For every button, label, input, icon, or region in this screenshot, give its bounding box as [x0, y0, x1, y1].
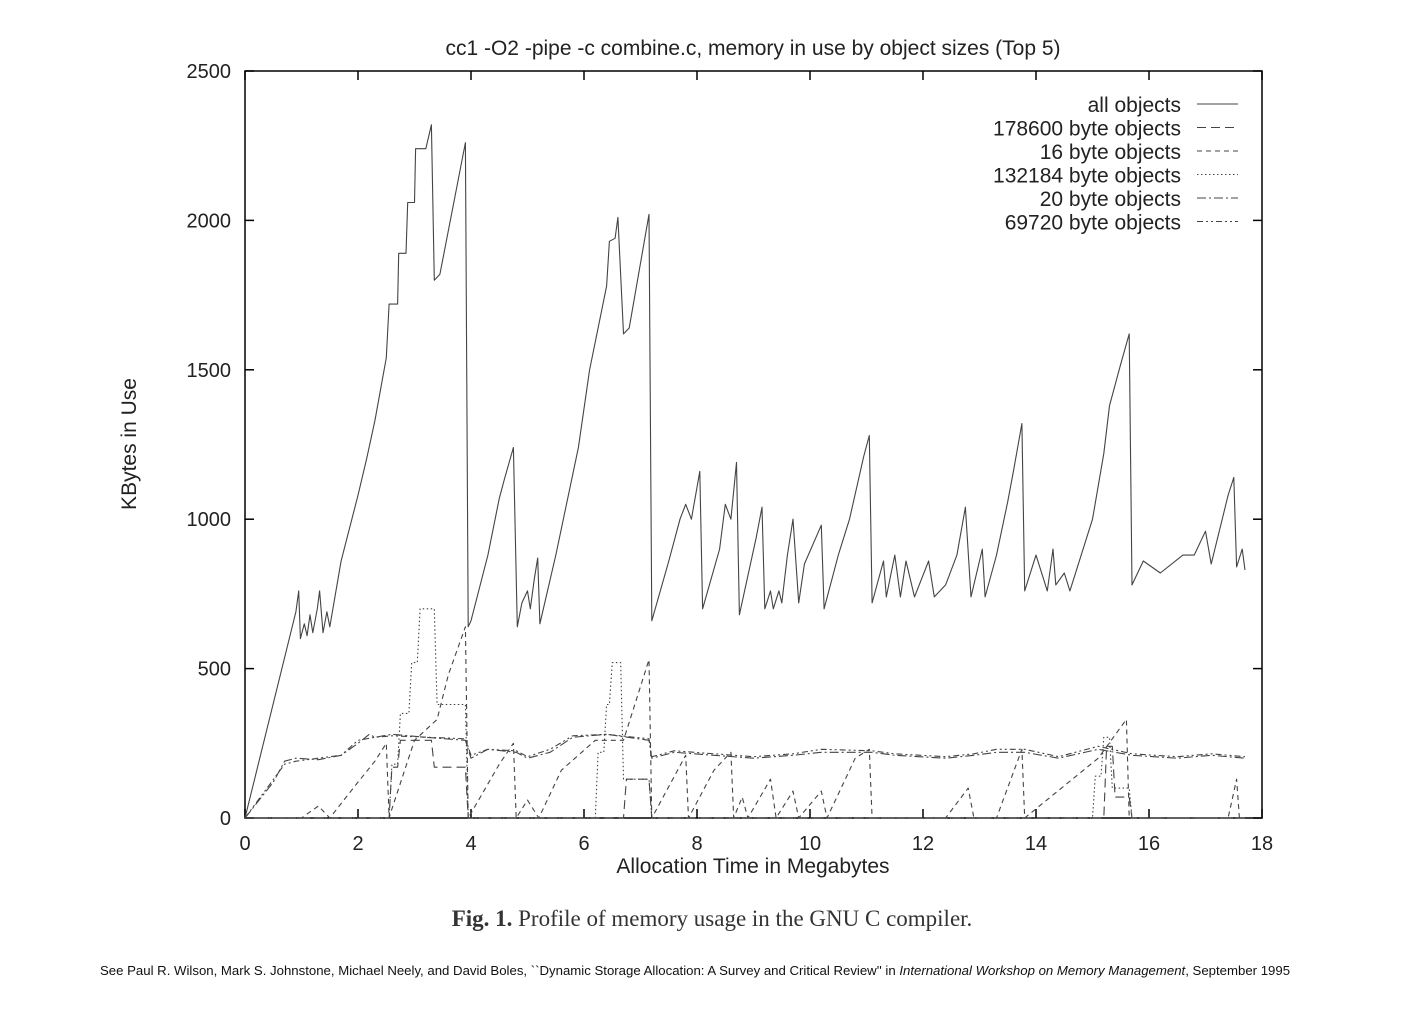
- x-tick-label: 10: [799, 833, 821, 855]
- y-axis-label: KBytes in Use: [118, 378, 141, 510]
- series-line-20-byte-objects: [244, 733, 1246, 819]
- legend-label: all objects: [1088, 94, 1181, 117]
- plot-frame: [244, 70, 1263, 819]
- series-line-16-byte-objects: [245, 626, 1240, 819]
- y-tick-label: 0: [220, 808, 231, 830]
- citation: See Paul R. Wilson, Mark S. Johnstone, M…: [100, 963, 1400, 978]
- figure-caption-text: Profile of memory usage in the GNU C com…: [518, 906, 973, 931]
- x-tick-label: 18: [1251, 833, 1273, 855]
- legend-label: 178600 byte objects: [993, 118, 1181, 141]
- legend-label: 132184 byte objects: [993, 165, 1181, 188]
- x-tick-label: 12: [912, 833, 934, 855]
- memory-usage-chart: cc1 -O2 -pipe -c combine.c, memory in us…: [118, 37, 1274, 878]
- series-line-132184-byte-objects: [245, 608, 1245, 819]
- citation-suffix: , September 1995: [1185, 963, 1291, 978]
- x-tick-label: 14: [1025, 833, 1047, 855]
- x-tick-label: 0: [239, 833, 250, 855]
- figure-label: Fig. 1.: [451, 906, 513, 931]
- y-tick-label: 2500: [187, 61, 232, 83]
- x-axis-label: Allocation Time in Megabytes: [616, 855, 889, 878]
- x-tick-label: 8: [691, 833, 702, 855]
- y-tick-label: 500: [198, 659, 231, 681]
- figure-caption: Fig. 1. Profile of memory usage in the G…: [0, 906, 1424, 932]
- x-tick-label: 4: [465, 833, 476, 855]
- citation-venue: International Workshop on Memory Managem…: [899, 963, 1186, 978]
- citation-prefix: See Paul R. Wilson, Mark S. Johnstone, M…: [100, 963, 900, 978]
- legend-label: 69720 byte objects: [1005, 212, 1181, 235]
- series-line-all-objects: [244, 124, 1246, 819]
- series-lines: [244, 124, 1246, 819]
- y-tick-label: 1500: [187, 360, 232, 382]
- legend-label: 16 byte objects: [1040, 141, 1181, 164]
- x-tick-label: 6: [578, 833, 589, 855]
- chart-title: cc1 -O2 -pipe -c combine.c, memory in us…: [445, 37, 1060, 60]
- axis-ticks: 0 2 4 6 8 10 12 14 16 18 0 500 1000 1500 2000 2500: [187, 61, 1274, 855]
- series-line-69720-byte-objects: [244, 733, 1246, 819]
- x-tick-label: 2: [352, 833, 363, 855]
- x-tick-label: 16: [1138, 833, 1160, 855]
- legend-label: 20 byte objects: [1040, 188, 1181, 211]
- y-tick-label: 2000: [187, 210, 232, 232]
- y-tick-label: 1000: [187, 509, 232, 531]
